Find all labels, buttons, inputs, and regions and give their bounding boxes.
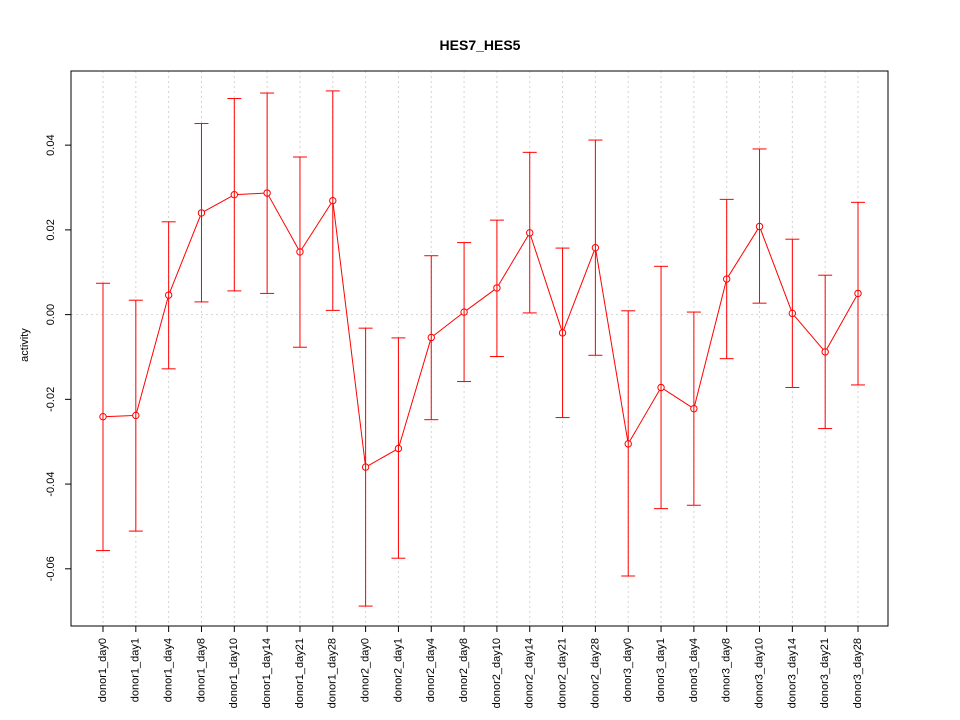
y-tick-label: -0.06 (45, 556, 57, 581)
data-point (99, 413, 107, 421)
x-tick-label: donor3_day0 (622, 638, 634, 702)
data-point (394, 444, 403, 453)
series-line-segment (498, 235, 529, 286)
series-line-segment (169, 215, 201, 293)
series-line-segment (760, 229, 792, 311)
series-line-segment (826, 295, 857, 350)
x-tick-label: donor2_day8 (458, 638, 470, 702)
data-point (197, 209, 206, 217)
data-point (657, 383, 665, 392)
series-line-segment (106, 415, 133, 418)
x-axis: donor1_day0 donor1_day1 donor1_day4 donor1_… (97, 625, 864, 708)
x-tick-label: donor2_day14 (524, 638, 536, 708)
y-axis: -0.06 -0.04 -0.02 0.00 0.02 0.04 (45, 134, 72, 581)
plot-frame (70, 70, 889, 627)
series-line-segment (204, 195, 232, 212)
series-line-segment (268, 195, 299, 250)
series-line-segment (332, 203, 366, 465)
x-tick-label: donor1_day8 (195, 638, 207, 702)
data-point (788, 309, 797, 318)
data-point (558, 329, 567, 337)
data-point (296, 248, 304, 256)
data-point (164, 291, 173, 299)
x-tick-label: donor1_day1 (130, 638, 142, 702)
data-point (624, 440, 632, 448)
x-tick-label: donor3_day4 (688, 638, 700, 702)
data-point (591, 243, 600, 252)
series-line-segment (727, 228, 759, 277)
x-tick-label: donor1_day0 (97, 638, 109, 702)
series-line-segment (595, 250, 629, 441)
series-line-layer (106, 192, 857, 466)
chart-title: HES7_HES5 (440, 37, 521, 53)
y-tick-label: -0.04 (45, 472, 57, 497)
x-tick-label: donor2_day10 (491, 638, 503, 708)
data-point (460, 308, 468, 316)
series-line-segment (663, 388, 692, 408)
series-line-segment (794, 315, 824, 350)
data-point (755, 222, 764, 231)
x-tick-label: donor3_day28 (852, 638, 864, 708)
y-axis-label: activity (19, 328, 31, 362)
x-tick-label: donor1_day21 (294, 638, 306, 708)
series-line-segment (563, 250, 595, 331)
x-tick-label: donor3_day14 (786, 638, 798, 708)
x-tick-label: donor2_day1 (392, 638, 404, 702)
y-tick-label: 0.04 (45, 134, 57, 155)
y-tick-label: 0.00 (45, 304, 57, 325)
data-point (722, 275, 731, 283)
series-line-segment (433, 313, 462, 336)
series-line-segment (136, 298, 169, 413)
grid-layer (71, 71, 888, 626)
series-line-segment (466, 289, 495, 311)
data-point (821, 348, 829, 356)
error-bars-layer (96, 90, 865, 607)
data-point (526, 229, 534, 237)
x-tick-label: donor1_day10 (228, 638, 240, 708)
data-point (854, 289, 862, 298)
series-line-segment (237, 192, 264, 196)
series-line-segment (530, 235, 563, 330)
data-point (263, 189, 271, 197)
data-points-layer (99, 189, 862, 471)
data-point (132, 411, 140, 420)
x-tick-label: donor2_day21 (556, 638, 568, 708)
x-tick-label: donor2_day4 (425, 638, 437, 702)
series-line-segment (398, 340, 431, 446)
x-tick-label: donor1_day4 (163, 638, 175, 702)
x-tick-label: donor2_day28 (589, 638, 601, 708)
data-point (427, 333, 435, 342)
data-point (329, 196, 337, 205)
data-point (690, 404, 698, 413)
x-tick-label: donor3_day21 (819, 638, 831, 708)
data-point (230, 191, 239, 199)
x-tick-label: donor3_day1 (655, 638, 667, 702)
series-line-segment (694, 281, 727, 406)
x-tick-label: donor1_day14 (261, 638, 273, 708)
series-line-segment (629, 389, 660, 442)
x-tick-label: donor1_day28 (327, 638, 339, 708)
y-tick-label: -0.02 (45, 387, 57, 412)
series-line-segment (301, 203, 332, 250)
data-point (493, 284, 501, 292)
series-line-segment (368, 449, 396, 466)
x-tick-label: donor2_day0 (360, 638, 372, 702)
x-tick-label: donor3_day8 (721, 638, 733, 702)
data-point (361, 463, 370, 471)
y-tick-label: 0.02 (45, 219, 57, 240)
x-tick-label: donor3_day10 (753, 638, 765, 708)
